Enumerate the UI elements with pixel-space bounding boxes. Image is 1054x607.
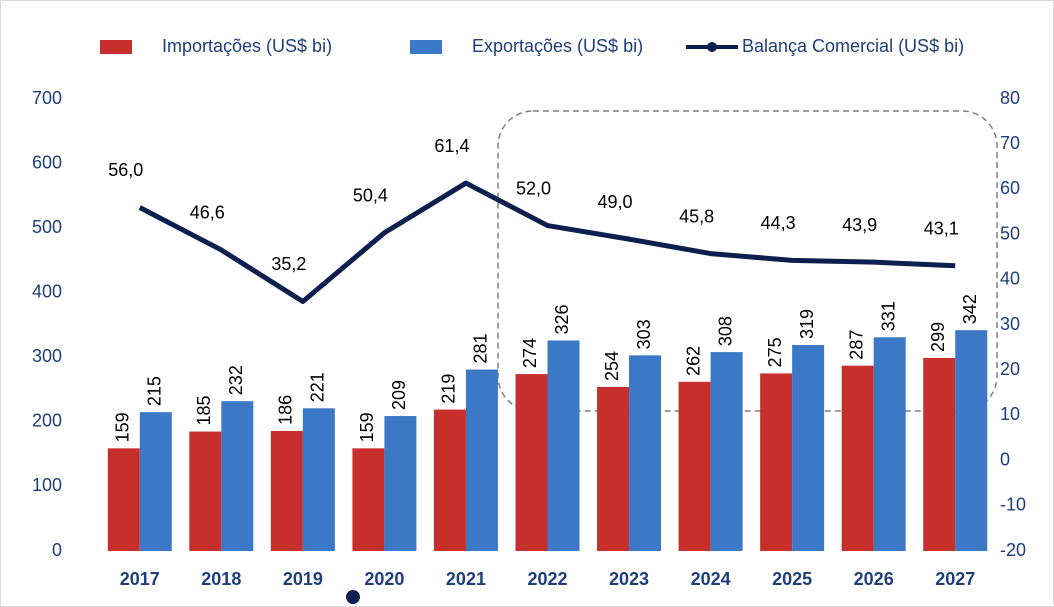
y-tick-label: 0: [52, 540, 62, 560]
x-tick-label: 2019: [283, 569, 323, 589]
forecast-box: [497, 110, 998, 412]
x-tick-label: 2024: [691, 569, 731, 589]
legend-swatch: [100, 40, 132, 54]
y2-tick-label: 30: [1000, 314, 1020, 334]
y-tick-label: 400: [32, 281, 62, 301]
data-label: 43,9: [842, 215, 877, 235]
data-label: 262: [683, 346, 703, 376]
x-tick-label: 2021: [446, 569, 486, 589]
bar: [270, 430, 303, 551]
legend-swatch: [707, 42, 717, 52]
data-label: 219: [439, 374, 459, 404]
bar: [955, 330, 988, 551]
line: [138, 180, 956, 304]
data-label: 342: [960, 294, 980, 324]
y-tick-label: 200: [32, 411, 62, 431]
y-tick-label: 300: [32, 346, 62, 366]
x-tick-label: 2022: [527, 569, 567, 589]
data-label: 35,2: [271, 254, 306, 274]
bar: [221, 401, 254, 551]
bar: [139, 412, 172, 551]
data-label: 46,6: [190, 203, 225, 223]
data-label: 49,0: [598, 192, 633, 212]
data-label: 61,4: [434, 136, 469, 156]
bar: [515, 374, 548, 551]
x-tick-label: 2018: [201, 569, 241, 589]
bar: [433, 409, 466, 551]
bar: [923, 357, 956, 551]
bar: [302, 408, 335, 551]
data-label: 221: [308, 372, 328, 402]
stray-dot: [346, 590, 360, 604]
bar: [107, 448, 140, 551]
y-tick-label: 100: [32, 475, 62, 495]
data-label: 52,0: [516, 178, 551, 198]
data-label: 303: [634, 319, 654, 349]
data-label: 56,0: [108, 160, 143, 180]
x-tick-label: 2027: [935, 569, 975, 589]
bar: [547, 340, 580, 551]
bar: [189, 431, 222, 551]
data-label: 275: [765, 337, 785, 367]
bar: [629, 355, 662, 551]
data-label: 185: [194, 395, 214, 425]
data-label: 331: [878, 301, 898, 331]
data-label: 215: [145, 376, 165, 406]
x-tick-label: 2017: [120, 569, 160, 589]
data-label: 287: [846, 330, 866, 360]
y-tick-label: 600: [32, 152, 62, 172]
data-label: 232: [226, 365, 246, 395]
legend-swatch: [410, 40, 442, 54]
x-tick-label: 2025: [772, 569, 812, 589]
data-label: 44,3: [761, 213, 796, 233]
data-label: 299: [928, 322, 948, 352]
data-label: 209: [389, 380, 409, 410]
data-label: 186: [276, 395, 296, 425]
data-label: 159: [357, 412, 377, 442]
y2-tick-label: 20: [1000, 359, 1020, 379]
data-label: 326: [552, 304, 572, 334]
x-tick-label: 2026: [854, 569, 894, 589]
x-tick-label: 2020: [364, 569, 404, 589]
data-label: 274: [520, 338, 540, 368]
data-label: 43,1: [924, 219, 959, 239]
y2-tick-label: 70: [1000, 133, 1020, 153]
bar: [760, 373, 793, 551]
data-label: 45,8: [679, 206, 714, 226]
y2-tick-label: 40: [1000, 269, 1020, 289]
legend-label: Exportações (US$ bi): [472, 36, 643, 56]
legend-label: Importações (US$ bi): [162, 36, 332, 56]
x-tick-label: 2023: [609, 569, 649, 589]
bar: [352, 448, 385, 551]
bar: [873, 337, 906, 551]
data-label: 159: [113, 412, 133, 442]
y-tick-label: 700: [32, 88, 62, 108]
data-label: 254: [602, 351, 622, 381]
bar: [710, 352, 743, 551]
y2-tick-label: 50: [1000, 223, 1020, 243]
bar: [792, 345, 825, 551]
y2-tick-label: -20: [1000, 540, 1026, 560]
bar: [384, 416, 417, 551]
y2-tick-label: 80: [1000, 88, 1020, 108]
bar: [597, 386, 630, 551]
bar: [678, 381, 711, 551]
data-label: 50,4: [353, 186, 388, 206]
bar: [465, 369, 498, 551]
data-label: 308: [715, 316, 735, 346]
data-label: 319: [797, 309, 817, 339]
legend-label: Balança Comercial (US$ bi): [742, 36, 964, 56]
bar: [841, 365, 874, 551]
y2-tick-label: 60: [1000, 178, 1020, 198]
y-tick-label: 500: [32, 217, 62, 237]
y2-tick-label: 0: [1000, 449, 1010, 469]
data-label: 281: [471, 334, 491, 364]
y2-tick-label: 10: [1000, 404, 1020, 424]
y2-tick-label: -10: [1000, 495, 1026, 515]
